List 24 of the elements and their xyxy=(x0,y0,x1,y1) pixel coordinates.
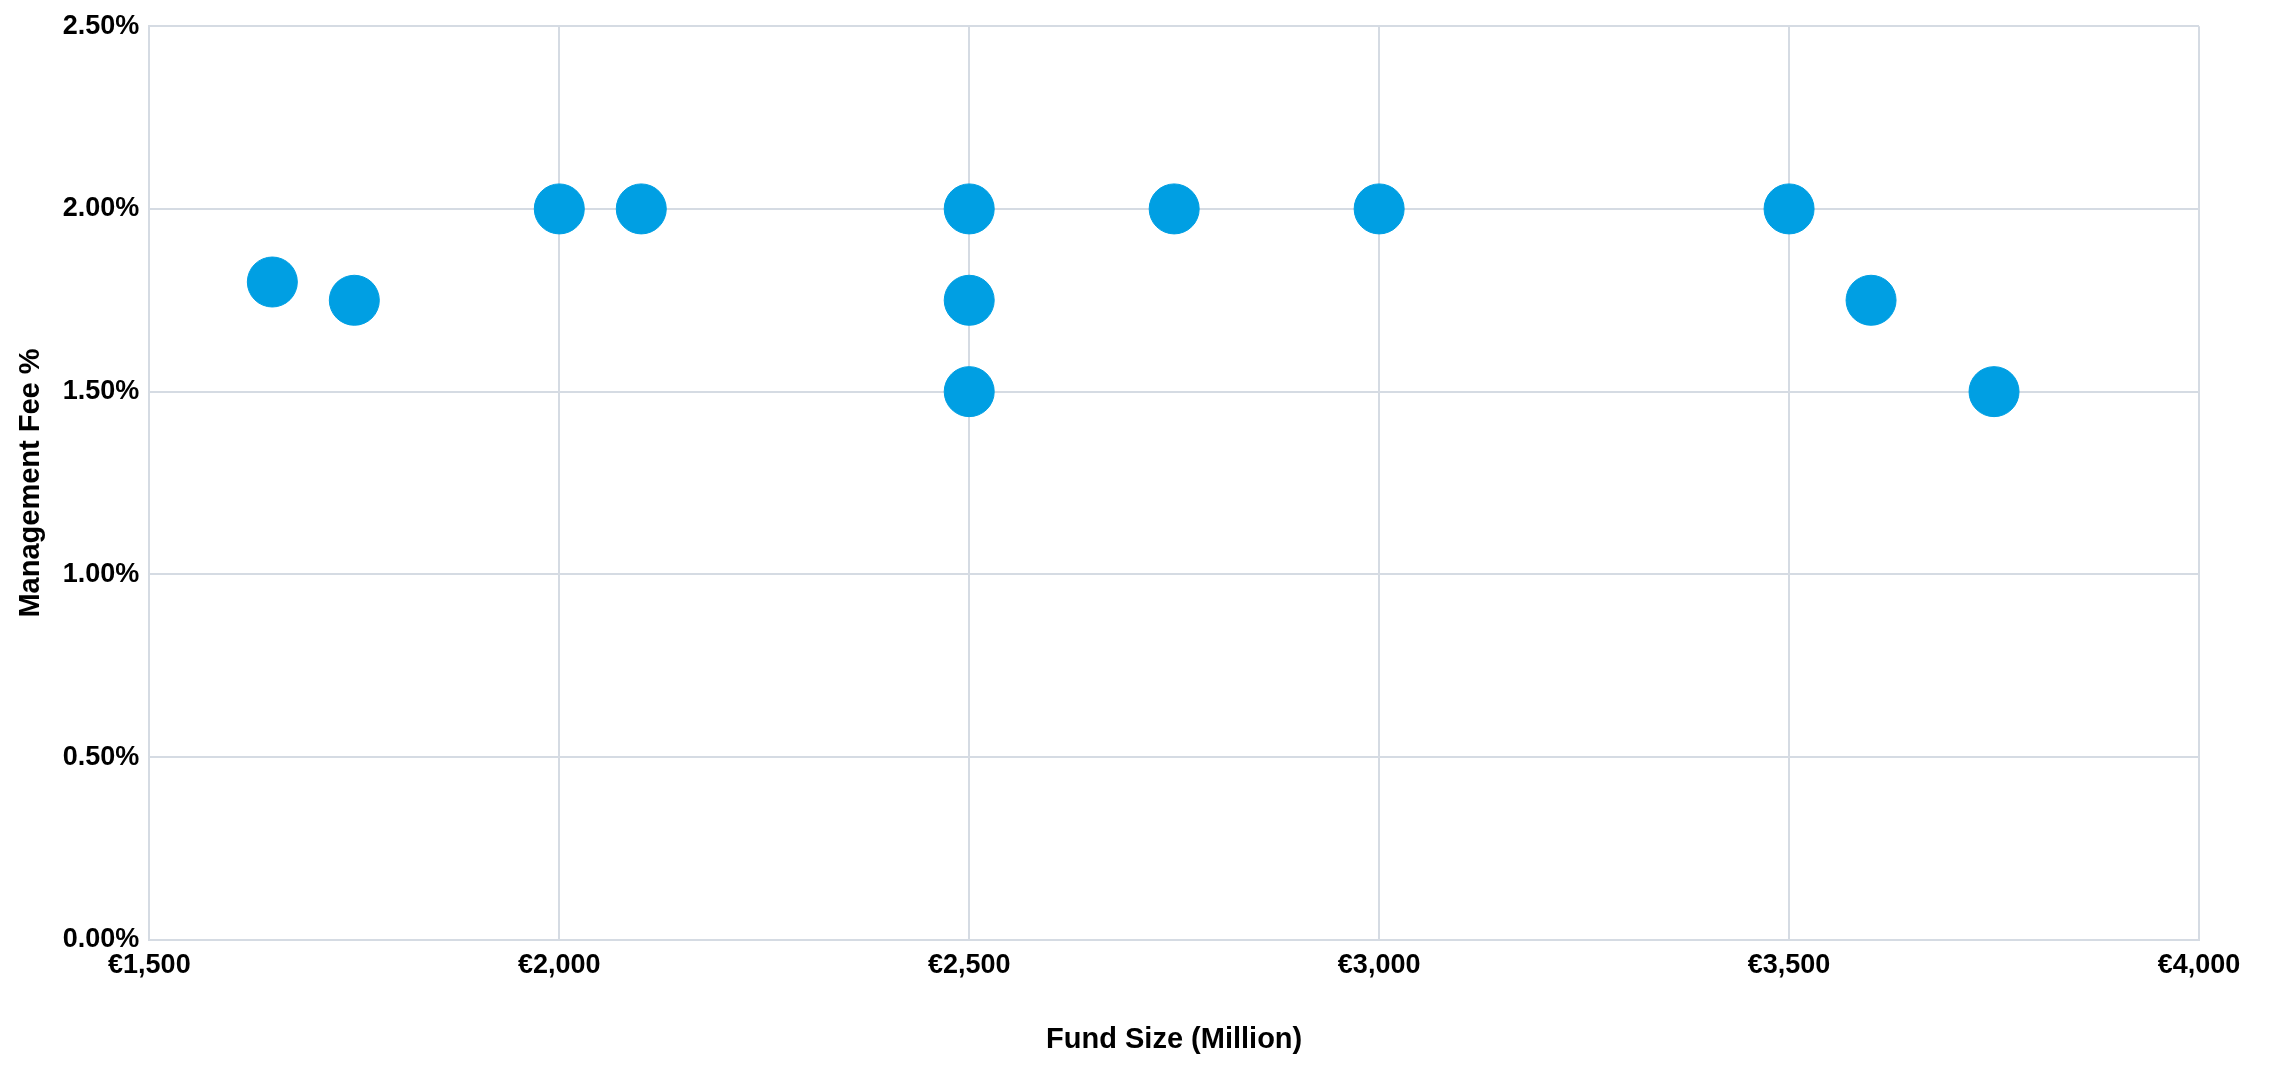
y-tick-label: 1.00% xyxy=(62,557,140,588)
x-tick-label: €2,000 xyxy=(517,949,601,980)
y-tick-label: 1.50% xyxy=(62,375,140,406)
y-tick-label: 2.00% xyxy=(62,192,140,223)
point xyxy=(1148,183,1200,235)
y-tick-label: 2.50% xyxy=(62,9,140,40)
point xyxy=(246,256,298,308)
point xyxy=(1763,183,1815,235)
x-tick-label: €3,500 xyxy=(1747,949,1831,980)
x-tick-label: €2,500 xyxy=(927,949,1011,980)
point xyxy=(533,183,585,235)
y-axis-title: Management Fee % xyxy=(13,348,46,618)
point xyxy=(1353,183,1405,235)
point xyxy=(1968,366,2020,418)
point xyxy=(943,366,995,418)
x-tick-label: €3,000 xyxy=(1337,949,1421,980)
point xyxy=(328,274,380,326)
y-tick-label: 0.50% xyxy=(62,740,140,771)
point xyxy=(943,183,995,235)
point xyxy=(943,274,995,326)
x-axis-title: Fund Size (Million) xyxy=(1046,1021,1303,1054)
point xyxy=(615,183,667,235)
point xyxy=(1845,274,1897,326)
x-tick-label: €4,000 xyxy=(2157,949,2241,980)
